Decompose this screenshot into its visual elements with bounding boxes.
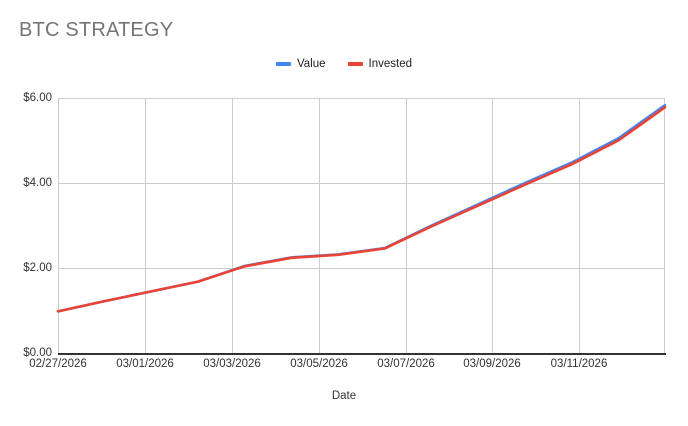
y-axis-tick-0: $0.00 (23, 347, 52, 359)
chart-legend: Value Invested (0, 58, 688, 70)
x-axis-tick-2: 03/03/2026 (203, 358, 261, 370)
y-axis-tick-6: $6.00 (23, 92, 52, 104)
gridline-vertical-3 (319, 98, 320, 353)
line-swatch-icon (347, 62, 363, 66)
x-axis-tick-0: 02/27/2026 (29, 358, 87, 370)
x-axis-tick-4: 03/07/2026 (377, 358, 435, 370)
gridline-vertical-7 (664, 98, 665, 353)
gridline-vertical-6 (579, 98, 580, 353)
legend-label-invested: Invested (368, 58, 413, 70)
y-axis-tick-2: $2.00 (23, 262, 52, 274)
gridline-vertical-0 (58, 98, 59, 353)
gridline-horizontal-2 (58, 268, 665, 269)
y-axis-tick-4: $4.00 (23, 177, 52, 189)
x-axis-tick-3: 03/05/2026 (290, 358, 348, 370)
line-series-invested (56, 106, 667, 313)
series-lines (56, 103, 667, 313)
plot-area (56, 98, 667, 353)
gridline-vertical-4 (406, 98, 407, 353)
legend-label-value: Value (296, 58, 326, 70)
x-axis-tick-5: 03/09/2026 (463, 358, 521, 370)
legend-item-invested[interactable]: Invested (347, 58, 413, 70)
gridline-vertical-2 (232, 98, 233, 353)
gridline-vertical-5 (492, 98, 493, 353)
x-axis-title: Date (331, 390, 357, 402)
x-axis-baseline (58, 353, 666, 355)
x-axis-tick-6: 03/11/2026 (550, 358, 608, 370)
x-axis-tick-1: 03/01/2026 (116, 358, 174, 370)
chart-title: BTC STRATEGY (19, 19, 174, 41)
gridline-horizontal-4 (58, 183, 665, 184)
gridline-vertical-1 (145, 98, 146, 353)
line-series-value (56, 103, 667, 313)
line-swatch-icon (275, 62, 291, 66)
legend-item-value[interactable]: Value (275, 58, 326, 70)
